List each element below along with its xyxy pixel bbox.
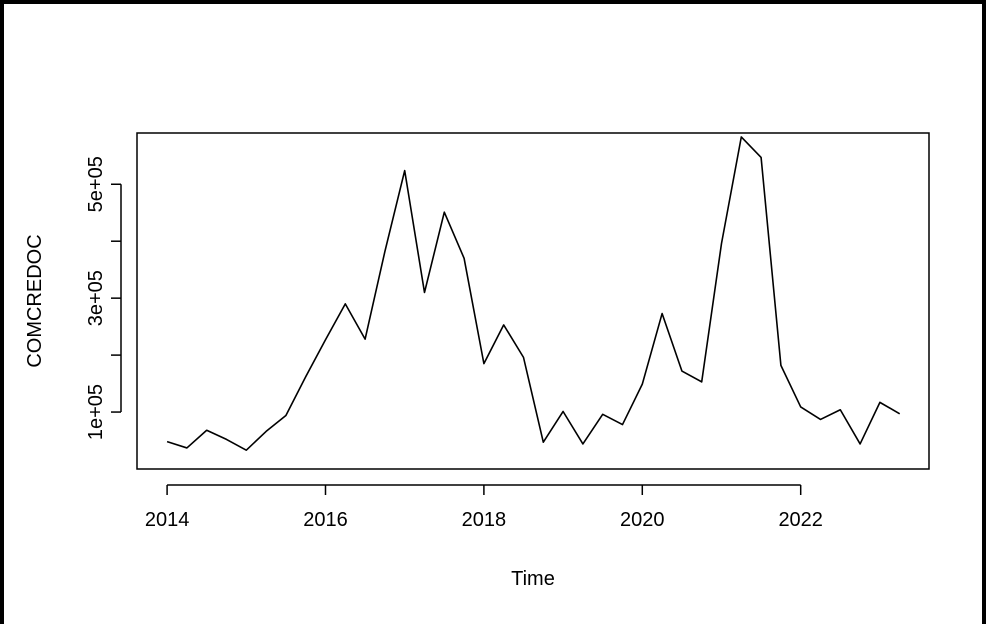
data-points <box>165 135 902 452</box>
x-axis: 2014 2016 2018 2020 2022 <box>145 484 823 531</box>
x-tick-label: 2016 <box>303 509 348 531</box>
y-tick-label: 5e+05 <box>85 156 107 212</box>
x-axis-title: Time <box>511 568 555 590</box>
series-line <box>166 136 901 452</box>
y-axis-title: COMCREDOC <box>24 234 46 367</box>
y-axis: 1e+05 3e+05 5e+05 <box>85 156 122 440</box>
y-tick-label: 3e+05 <box>85 270 107 326</box>
x-tick-label: 2018 <box>462 509 507 531</box>
plot-area-box <box>136 132 930 470</box>
x-tick-label: 2022 <box>778 509 823 531</box>
y-tick-label: 1e+05 <box>85 384 107 440</box>
x-tick-label: 2020 <box>620 509 665 531</box>
x-tick-label: 2014 <box>145 509 190 531</box>
